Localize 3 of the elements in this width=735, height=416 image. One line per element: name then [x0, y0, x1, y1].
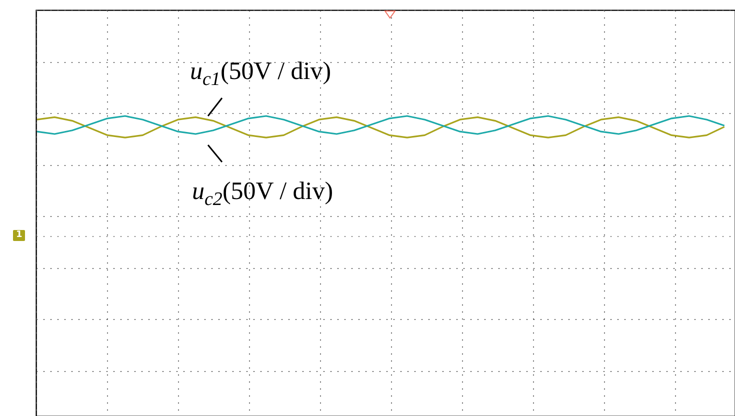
series-label: u$_{c1}$(50V / div)	[190, 58, 332, 91]
series-label: u$_{c2}$(50V / div)	[192, 178, 334, 211]
text: 1	[13, 230, 26, 241]
